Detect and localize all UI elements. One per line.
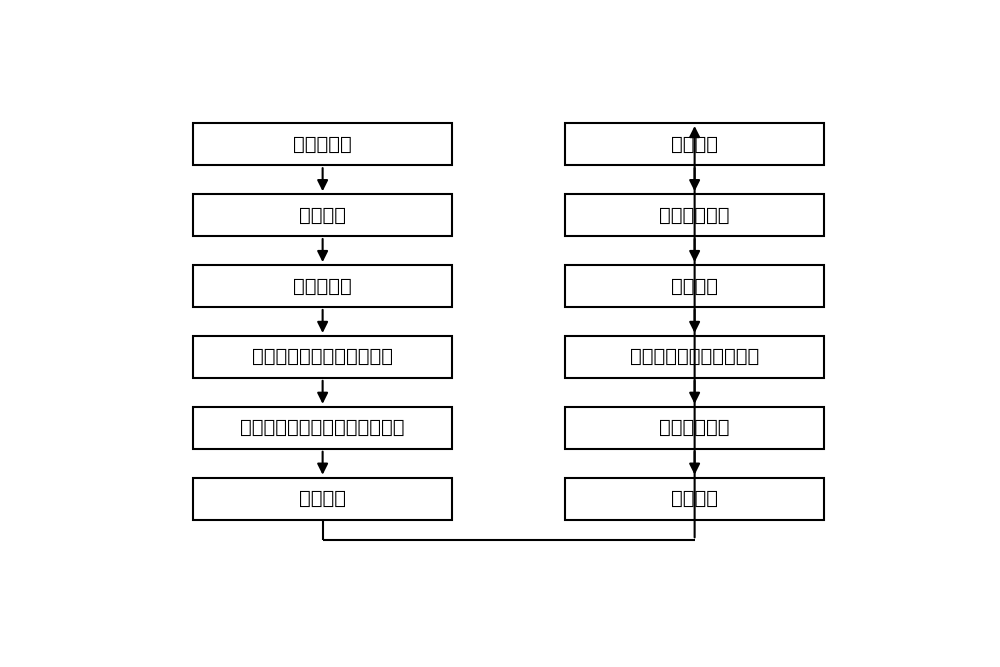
Text: 高温推进扩散: 高温推进扩散 <box>659 205 730 225</box>
Bar <box>193 265 452 307</box>
Bar <box>565 336 824 378</box>
Bar <box>193 336 452 378</box>
Bar <box>193 407 452 449</box>
Text: 回压降温氧化: 回压降温氧化 <box>659 418 730 438</box>
Text: 升温推进: 升温推进 <box>299 489 346 508</box>
Bar <box>565 194 824 236</box>
Bar <box>565 407 824 449</box>
Bar <box>193 123 452 165</box>
Text: 低浓度氧化: 低浓度氧化 <box>293 277 352 295</box>
Text: 控温降温: 控温降温 <box>671 277 718 295</box>
Bar <box>565 123 824 165</box>
Text: 进舟、升温: 进舟、升温 <box>293 135 352 153</box>
Text: 退火出舟: 退火出舟 <box>671 489 718 508</box>
Bar <box>193 194 452 236</box>
Bar <box>565 478 824 520</box>
Text: 高浓度杂质源升温扩散氧化沉积: 高浓度杂质源升温扩散氧化沉积 <box>240 418 405 438</box>
Text: 恒定表面杂质源浓度沉积: 恒定表面杂质源浓度沉积 <box>630 348 759 366</box>
Text: 升温氧化: 升温氧化 <box>671 135 718 153</box>
Text: 降压检漏: 降压检漏 <box>299 205 346 225</box>
Text: 高浓度杂质源扩散氧化沉积: 高浓度杂质源扩散氧化沉积 <box>252 348 393 366</box>
Bar <box>565 265 824 307</box>
Bar <box>193 478 452 520</box>
